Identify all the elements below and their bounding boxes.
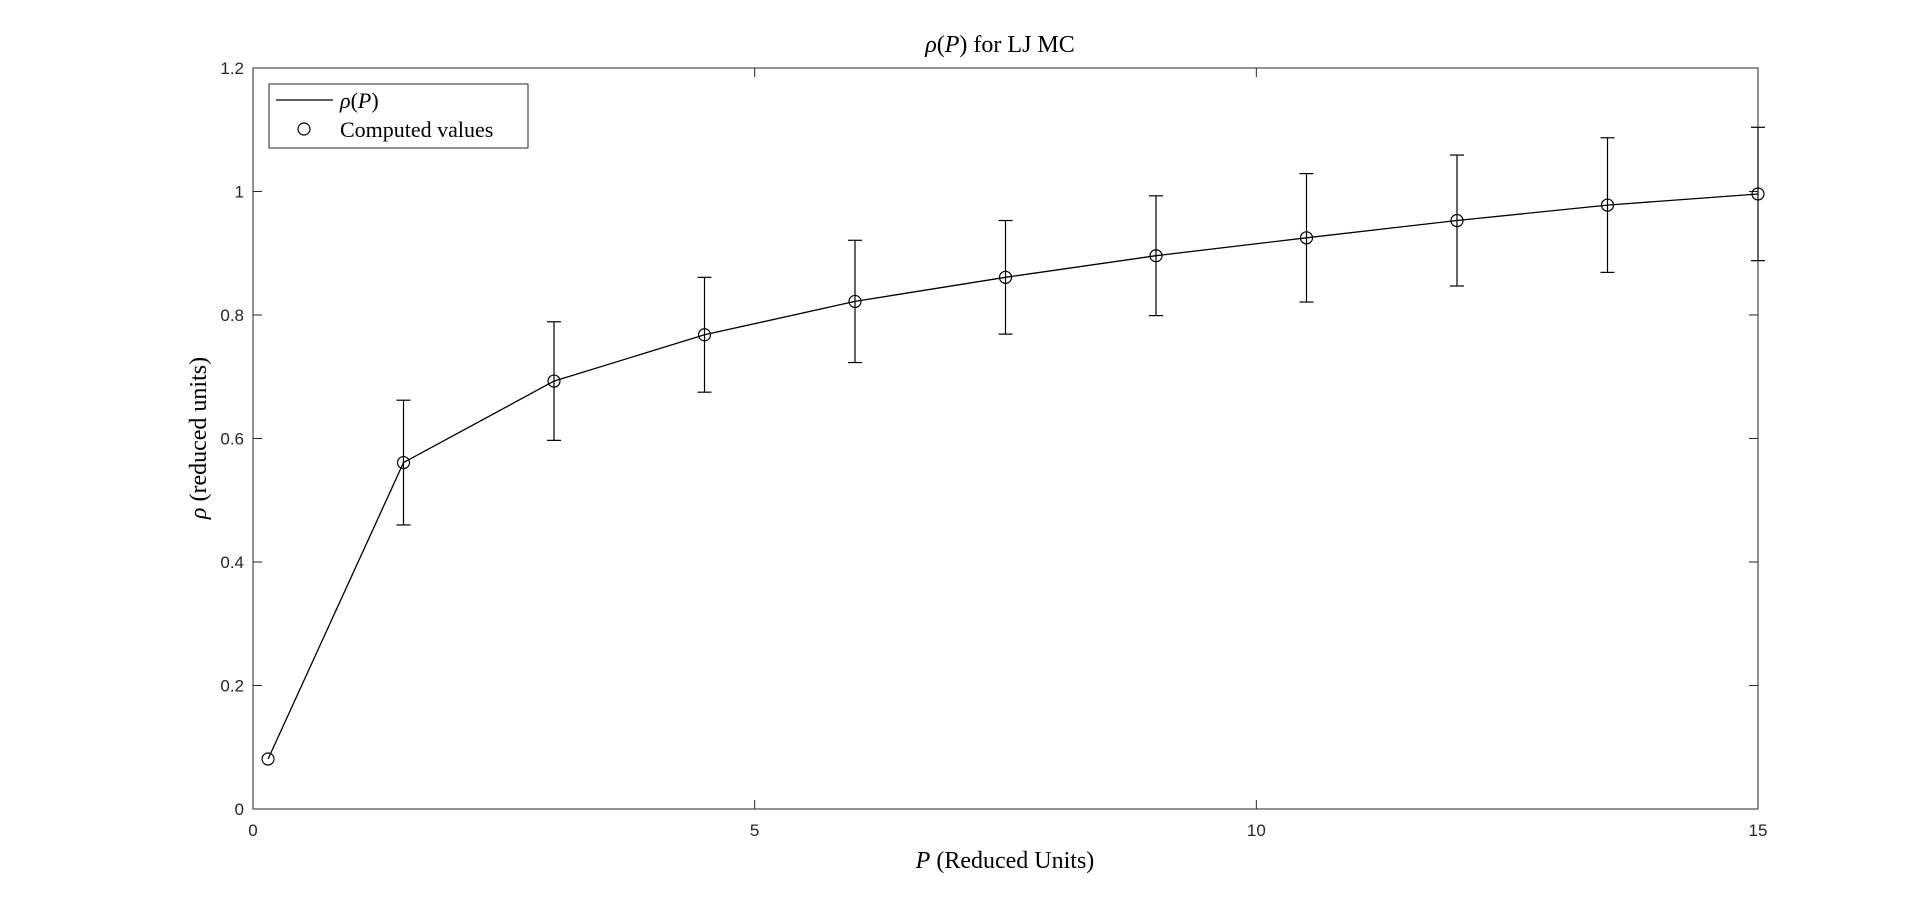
data-point-marker [998, 270, 1013, 284]
data-point-marker [396, 455, 411, 470]
x-axis-label: P (Reduced Units) [915, 848, 1095, 874]
ticks-group: 0 5 10 15 0 0.2 0.4 0.6 0.8 1 1.2 [220, 59, 1767, 840]
data-point-marker [1751, 187, 1765, 201]
y-tick-label: 1.2 [220, 59, 244, 78]
y-tick-label: 1 [235, 183, 244, 202]
legend: ρ(P) Computed values [268, 83, 529, 149]
chart-title: ρ(P) for LJ MC [924, 32, 1075, 58]
data-point-marker [1450, 213, 1464, 228]
legend-label-line: ρ(P) [339, 88, 379, 113]
data-point-marker [1600, 198, 1615, 212]
plot-area [252, 67, 1759, 810]
legend-marker-swatch [297, 122, 311, 136]
data-point-marker [261, 752, 275, 766]
x-tick-label: 5 [750, 821, 759, 840]
legend-box [268, 83, 529, 149]
y-tick-label: 0 [235, 800, 244, 819]
y-tick-label: 0.6 [220, 430, 244, 449]
data-point-marker [697, 328, 712, 342]
data-layer [261, 126, 1765, 766]
data-point-marker [1299, 231, 1314, 245]
y-tick-label: 0.2 [220, 677, 244, 696]
x-tick-label: 10 [1247, 821, 1266, 840]
y-axis-label: ρ (reduced units) [186, 357, 212, 520]
data-point-marker [547, 374, 561, 388]
data-point-marker [1149, 249, 1163, 263]
y-tick-label: 0.4 [220, 553, 244, 572]
data-point-marker [848, 294, 862, 309]
x-tick-label: 0 [248, 821, 257, 840]
legend-label-computed: Computed values [340, 117, 493, 142]
y-tick-label: 0.8 [220, 306, 244, 325]
x-tick-label: 15 [1749, 821, 1768, 840]
